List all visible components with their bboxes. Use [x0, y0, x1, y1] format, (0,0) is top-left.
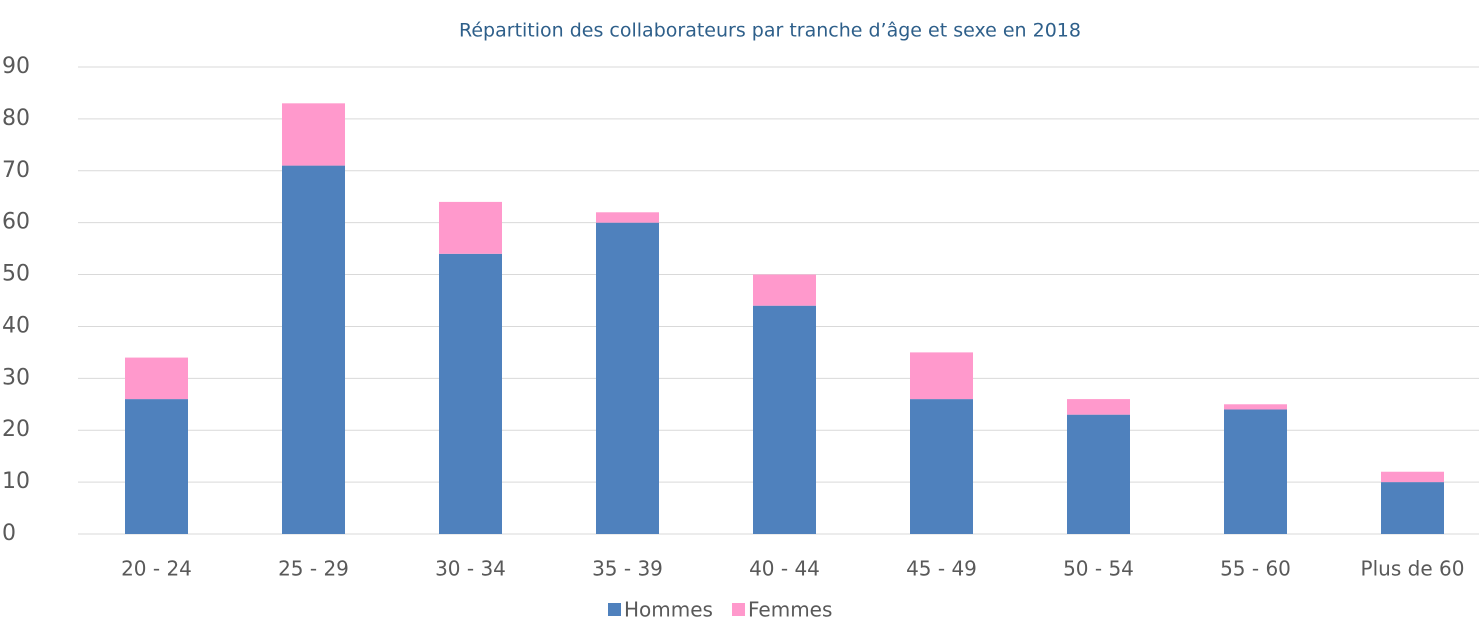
y-tick-label: 50	[2, 262, 30, 287]
x-tick-label: Plus de 60	[1361, 557, 1465, 581]
bar-segment	[1224, 409, 1287, 534]
bar-segment	[1067, 399, 1130, 415]
bar-segment	[1381, 482, 1444, 534]
x-tick-label: 20 - 24	[121, 557, 192, 581]
y-tick-label: 90	[2, 54, 30, 79]
legend-label: Hommes	[624, 598, 713, 622]
bar-segment	[596, 222, 659, 534]
bar-segment	[910, 352, 973, 400]
y-tick-label: 20	[2, 417, 30, 442]
y-tick-label: 60	[2, 210, 30, 235]
bar-segment	[753, 274, 816, 306]
bar-segment	[125, 357, 188, 400]
y-tick-label: 0	[2, 521, 16, 546]
y-tick-label: 80	[2, 106, 30, 131]
x-tick-label: 50 - 54	[1063, 557, 1134, 581]
bar-segment	[439, 253, 502, 535]
x-tick-label: 25 - 29	[278, 557, 349, 581]
bar-segment	[439, 201, 502, 254]
y-tick-label: 30	[2, 365, 30, 390]
bar-segment	[753, 305, 816, 534]
bar-segment	[125, 399, 188, 534]
chart-title: Répartition des collaborateurs par tranc…	[459, 20, 1081, 42]
x-tick-label: 40 - 44	[749, 557, 820, 581]
bar-segment	[910, 399, 973, 534]
x-tick-label: 55 - 60	[1220, 557, 1291, 581]
y-tick-label: 10	[2, 469, 30, 494]
bar-segment	[1381, 471, 1444, 483]
legend-swatch	[608, 603, 621, 616]
bar-segment	[1224, 404, 1287, 410]
y-tick-label: 40	[2, 313, 30, 338]
x-tick-label: 30 - 34	[435, 557, 506, 581]
legend-label: Femmes	[748, 598, 832, 622]
x-tick-label: 35 - 39	[592, 557, 663, 581]
bar-segment	[282, 165, 345, 535]
bar-segment	[1067, 414, 1130, 534]
bar-segment	[282, 103, 345, 166]
legend-swatch	[732, 603, 745, 616]
x-tick-label: 45 - 49	[906, 557, 977, 581]
bar-segment	[596, 212, 659, 223]
y-tick-label: 70	[2, 158, 30, 183]
